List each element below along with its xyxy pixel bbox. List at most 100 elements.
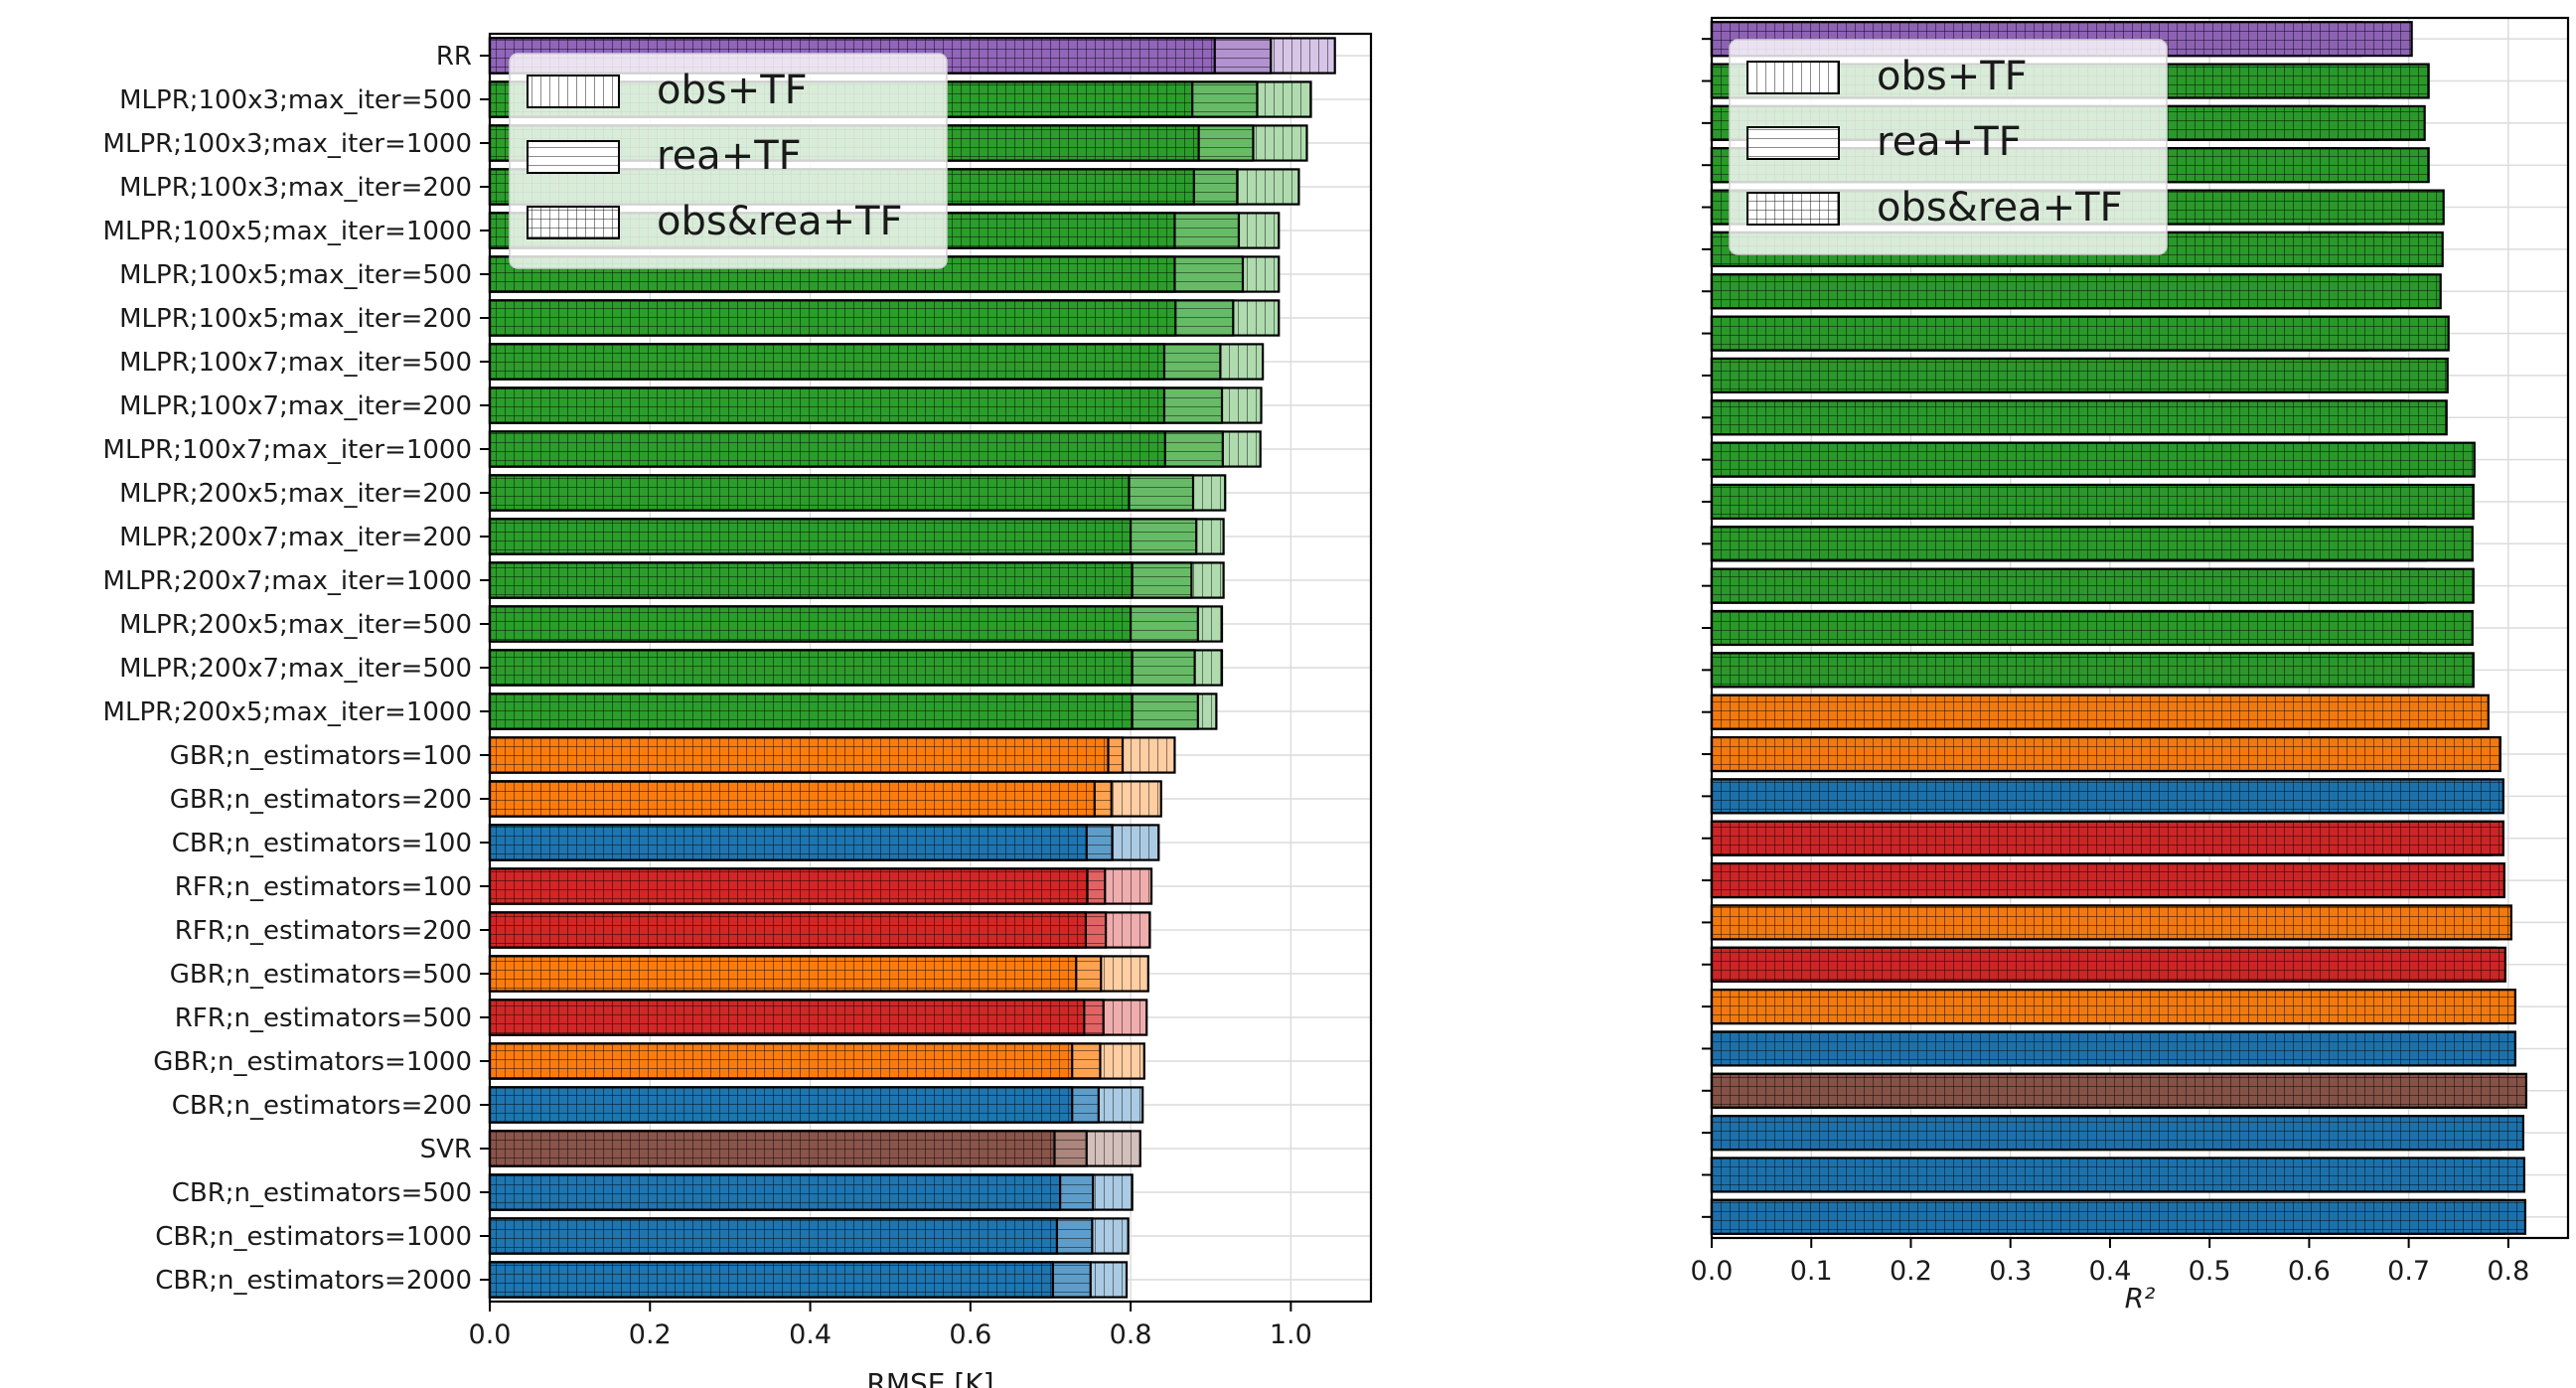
r2-bar-group <box>1710 862 2505 899</box>
rmse-category-label: RFR;n_estimators=200 <box>175 916 472 946</box>
rmse-bar-hatch <box>490 1000 1085 1035</box>
r2-bar-group <box>1710 694 2490 730</box>
rmse-bar-group <box>488 1042 1145 1080</box>
r2-bar-hatch <box>1712 274 2441 309</box>
r2-bar-hatch <box>1712 694 2489 729</box>
r2-bar-hatch <box>1712 1157 2524 1192</box>
r2-legend-label: rea+TF <box>1877 119 2022 165</box>
rmse-bar-group <box>488 605 1224 643</box>
r2-bar-hatch <box>1712 1116 2523 1151</box>
rmse-category-label: GBR;n_estimators=100 <box>170 741 472 771</box>
rmse-bar-hatch <box>490 475 1130 511</box>
rmse-legend: obs+TF rea+TF obs&rea+TF <box>509 53 948 269</box>
r2-bar-group <box>1710 526 2474 562</box>
rmse-legend-label: obs&rea+TF <box>657 199 903 244</box>
rmse-bar-group <box>488 955 1149 993</box>
rmse-bar-group <box>488 999 1148 1036</box>
r2-bar-group <box>1710 652 2475 689</box>
r2-bar-group <box>1710 273 2442 310</box>
rmse-category-label: MLPR;100x7;max_iter=200 <box>119 391 472 421</box>
r2-chart-panel: 0.0 0.1 0.2 0.3 0.4 0.5 0.6 0.7 0.8 R² obs+TF rea+T… <box>1691 16 2570 1314</box>
rmse-x-axis-label: RMSE [K] <box>866 1367 993 1388</box>
r2-bar-hatch <box>1712 527 2473 561</box>
rmse-bar-group <box>488 824 1160 861</box>
r2-bar-group <box>1710 609 2474 647</box>
r2-bar-hatch <box>1712 1031 2515 1066</box>
rmse-category-label: RR <box>436 42 472 72</box>
rmse-bar-hatch <box>490 781 1095 817</box>
r2-bar-group <box>1710 567 2475 604</box>
rmse-x-tick-label: 1.0 <box>1270 1319 1312 1350</box>
rmse-bar-group <box>488 430 1262 468</box>
rmse-bar-hatch <box>490 300 1176 336</box>
rmse-bar-group <box>488 736 1176 774</box>
r2-bar-hatch <box>1712 611 2473 645</box>
rmse-bar-hatch <box>490 1218 1057 1254</box>
rmse-bar-hatch <box>490 737 1109 773</box>
r2-bar-group <box>1710 21 2413 58</box>
r2-bar-group <box>1710 315 2450 352</box>
r2-bar-hatch <box>1712 863 2504 898</box>
rmse-legend-swatch-hatch <box>528 141 619 173</box>
rmse-category-label: MLPR;100x5;max_iter=500 <box>119 260 472 290</box>
r2-bar-hatch <box>1712 400 2447 435</box>
rmse-x-tick-label: 0.0 <box>469 1319 512 1350</box>
rmse-bar-group <box>488 693 1218 730</box>
r2-x-tick-label: 0.3 <box>1989 1256 2032 1287</box>
r2-bar-hatch <box>1712 990 2515 1024</box>
rmse-category-label: MLPR;100x3;max_iter=1000 <box>103 129 472 159</box>
rmse-category-label: CBR;n_estimators=500 <box>172 1178 472 1208</box>
r2-bar-group <box>1710 399 2448 436</box>
rmse-bar-hatch <box>490 1043 1073 1079</box>
rmse-bar-group <box>488 1261 1129 1299</box>
rmse-legend-label: rea+TF <box>657 133 802 179</box>
r2-x-axis-label: R² <box>2125 1282 2156 1314</box>
rmse-category-label: CBR;n_estimators=200 <box>172 1091 472 1121</box>
rmse-category-label: RFR;n_estimators=100 <box>175 872 472 902</box>
rmse-bar-group <box>488 780 1162 818</box>
r2-bar-hatch <box>1712 358 2448 392</box>
rmse-category-label: MLPR;100x7;max_iter=1000 <box>103 435 472 465</box>
r2-bar-group <box>1710 1198 2527 1235</box>
r2-bar-group <box>1710 820 2504 856</box>
rmse-bar-hatch <box>490 1131 1055 1166</box>
rmse-legend-label: obs+TF <box>657 68 808 113</box>
rmse-bar-group <box>488 386 1263 424</box>
r2-bar-hatch <box>1712 653 2474 688</box>
rmse-bar-group <box>488 561 1225 599</box>
r2-bar-hatch <box>1712 485 2474 519</box>
rmse-bar-hatch <box>490 825 1087 860</box>
r2-bar-hatch <box>1712 316 2449 351</box>
rmse-category-label: RFR;n_estimators=500 <box>175 1003 472 1033</box>
rmse-bar-group <box>488 474 1227 512</box>
r2-x-tick-label: 0.0 <box>1691 1256 1734 1287</box>
rmse-category-label: GBR;n_estimators=500 <box>170 960 472 990</box>
r2-legend: obs+TF rea+TF obs&rea+TF <box>1729 39 2168 255</box>
rmse-bar-hatch <box>490 1087 1073 1123</box>
rmse-x-tick-label: 0.4 <box>789 1319 832 1350</box>
rmse-bar-hatch <box>490 606 1132 642</box>
rmse-category-label: MLPR;200x7;max_iter=200 <box>119 523 472 552</box>
rmse-bar-hatch <box>490 344 1164 380</box>
r2-bar-group <box>1710 946 2506 983</box>
r2-bar-group <box>1710 441 2476 478</box>
rmse-bar-hatch <box>490 562 1133 598</box>
rmse-category-label: MLPR;200x5;max_iter=1000 <box>103 697 472 727</box>
rmse-bar-hatch <box>490 1174 1061 1210</box>
rmse-bar-group <box>488 343 1265 381</box>
rmse-category-label: CBR;n_estimators=100 <box>172 829 472 858</box>
rmse-bar-group <box>488 1173 1134 1211</box>
r2-legend-label: obs+TF <box>1877 54 2028 99</box>
rmse-category-label: GBR;n_estimators=200 <box>170 785 472 815</box>
rmse-bar-group <box>488 1130 1141 1167</box>
rmse-category-label: SVR <box>420 1135 472 1164</box>
r2-legend-swatch-hatch <box>1747 193 1839 225</box>
rmse-bar-hatch <box>490 650 1133 686</box>
rmse-category-label: MLPR;100x7;max_iter=500 <box>119 348 472 378</box>
rmse-category-label: MLPR;100x3;max_iter=500 <box>119 85 472 115</box>
r2-x-tick-label: 0.5 <box>2189 1256 2231 1287</box>
rmse-x-tick-label: 0.2 <box>629 1319 672 1350</box>
r2-bar-hatch <box>1712 905 2511 940</box>
rmse-bar-group <box>488 1217 1130 1255</box>
